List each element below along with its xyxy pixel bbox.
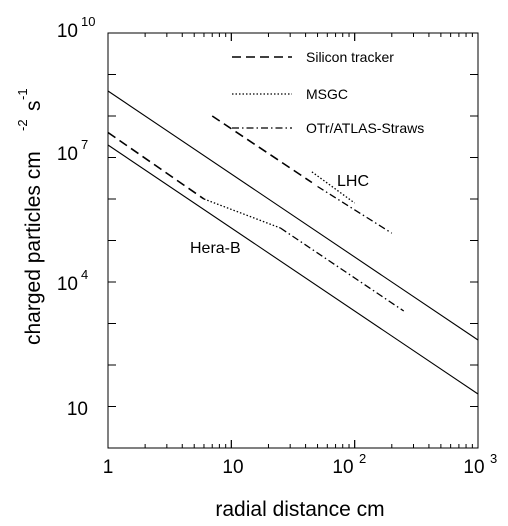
x-axis-title: radial distance cm bbox=[215, 498, 384, 521]
series-line-dashdot-7 bbox=[280, 227, 405, 312]
y-axis-title-sup2: -1 bbox=[15, 88, 30, 100]
series-line-dotted-6 bbox=[203, 198, 281, 229]
x-tick-exp-100: 2 bbox=[359, 451, 366, 466]
series-line-solid-1 bbox=[107, 144, 479, 395]
annotation-lhc: LHC bbox=[337, 173, 369, 190]
legend-label-msgc: MSGC bbox=[306, 86, 348, 102]
legend-label-silicon: Silicon tracker bbox=[306, 49, 394, 65]
y-axis-title-main: charged particles cm bbox=[22, 151, 45, 345]
y-tick-exp-10: 10 bbox=[81, 14, 95, 29]
series-line-dashed-2 bbox=[211, 115, 313, 184]
y-tick-exp-7: 7 bbox=[81, 137, 88, 152]
y-axis-title-sup1: -2 bbox=[15, 119, 30, 131]
axis-ticks bbox=[107, 32, 479, 449]
series-line-solid-0 bbox=[107, 90, 479, 341]
y-axis-title: charged particles cm -2 s -1 bbox=[15, 88, 45, 345]
y-axis-title-s: s bbox=[22, 101, 45, 112]
x-tick-labels: 1 10 10 2 10 3 bbox=[103, 451, 498, 478]
x-tick-exp-1000: 3 bbox=[490, 451, 497, 466]
x-tick-label-1000: 10 bbox=[463, 457, 484, 478]
series-line-dashed-5 bbox=[107, 131, 205, 200]
x-tick-label-100: 10 bbox=[332, 457, 353, 478]
series-line-dashdot-4 bbox=[317, 185, 393, 234]
y-tick-labels: 10 10 4 10 7 10 10 bbox=[57, 14, 96, 420]
y-tick-label-10e4: 10 bbox=[57, 274, 78, 295]
plot-frame bbox=[107, 32, 479, 449]
y-tick-label-10: 10 bbox=[67, 399, 88, 420]
y-tick-label-10e7: 10 bbox=[57, 144, 78, 165]
x-tick-label-1: 1 bbox=[103, 457, 114, 478]
y-tick-exp-4: 4 bbox=[81, 267, 88, 282]
y-tick-label-10e10: 10 bbox=[57, 21, 78, 42]
legend-label-otr: OTr/ATLAS-Straws bbox=[306, 120, 424, 136]
annotation-herab: Hera-B bbox=[190, 240, 241, 257]
legend: Silicon tracker MSGC OTr/ATLAS-Straws bbox=[232, 49, 424, 136]
x-tick-label-10: 10 bbox=[222, 457, 243, 478]
series-group bbox=[107, 90, 479, 395]
